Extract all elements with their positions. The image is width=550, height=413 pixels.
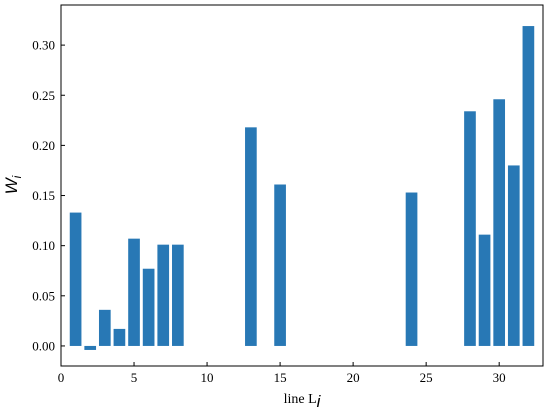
x-axis-ticks: 0 5 10 15 20 25 30 [58, 362, 506, 385]
bar-line-2 [84, 345, 97, 350]
x-tick-label: 15 [274, 370, 287, 385]
y-tick-label: 0.30 [32, 38, 55, 53]
bar-line-30 [493, 99, 506, 346]
x-tick-label: 25 [420, 370, 433, 385]
y-tick-label: 0.10 [32, 238, 55, 253]
bar-line-15 [274, 184, 286, 346]
x-tick-label: 20 [347, 370, 360, 385]
y-axis-label: Wi [2, 175, 24, 194]
bar-line-1 [69, 212, 82, 346]
bar-line-32 [522, 26, 535, 346]
bars-group [69, 26, 535, 350]
bar-line-28 [464, 111, 476, 346]
bar-line-13 [245, 127, 257, 346]
bar-line-4 [113, 328, 126, 346]
x-axis-label: line Li [284, 392, 322, 411]
x-tick-label: 0 [58, 370, 65, 385]
bar-line-6 [142, 268, 155, 346]
bar-line-29 [478, 234, 491, 346]
x-tick-label: 10 [201, 370, 214, 385]
bar-line-7 [157, 244, 170, 346]
bar-line-5 [128, 238, 140, 346]
y-tick-label: 0.20 [32, 138, 55, 153]
x-tick-label: 5 [131, 370, 138, 385]
y-axis-ticks: 0.00 0.05 0.10 0.15 0.20 0.25 0.30 [32, 38, 65, 353]
y-tick-label: 0.15 [32, 188, 55, 203]
bar-line-24 [405, 192, 418, 346]
bar-line-3 [98, 309, 111, 346]
y-tick-label: 0.00 [32, 338, 55, 353]
y-tick-label: 0.05 [32, 288, 55, 303]
bar-line-8 [172, 244, 184, 346]
y-tick-label: 0.25 [32, 88, 55, 103]
x-tick-label: 30 [493, 370, 506, 385]
plot-frame [60, 4, 544, 367]
bar-line-31 [507, 165, 520, 346]
